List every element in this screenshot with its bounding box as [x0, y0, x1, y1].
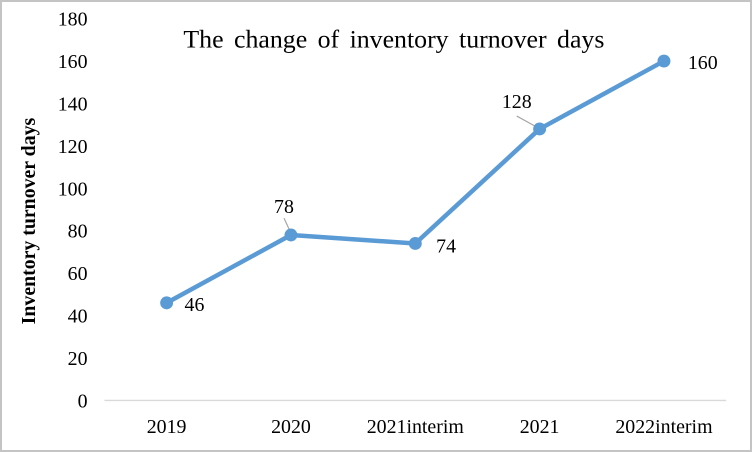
y-tick-label: 60 — [68, 263, 88, 285]
data-point-label: 160 — [688, 52, 718, 74]
y-tick-label: 80 — [68, 221, 88, 243]
y-tick-label: 0 — [78, 390, 88, 412]
x-axis-label: 2020 — [271, 416, 311, 438]
data-point-label: 128 — [502, 91, 532, 113]
data-point-marker — [408, 237, 422, 250]
x-axis-label: 2019 — [147, 416, 187, 438]
data-point-labels: 46 78 74 128 160 — [185, 52, 718, 316]
data-point-marker — [657, 54, 671, 68]
x-axis-label: 2021 — [520, 416, 560, 438]
y-tick-label: 120 — [58, 136, 88, 158]
data-point-marker — [160, 296, 174, 310]
y-tick-label: 180 — [58, 9, 88, 31]
data-point-marker — [284, 228, 298, 242]
data-point-marker — [533, 122, 547, 136]
data-point-markers — [160, 54, 671, 310]
leader-lines — [283, 115, 537, 232]
x-axis-label: 2022interim — [615, 416, 713, 438]
y-tick-label: 140 — [58, 93, 88, 115]
y-tick-label: 160 — [58, 51, 88, 73]
data-point-label: 78 — [274, 196, 294, 218]
x-axis-label: 2021interim — [367, 416, 465, 438]
leader-line — [516, 115, 537, 128]
y-axis-title: Inventory turnover days — [18, 118, 40, 325]
chart-title: The change of inventory turnover days — [183, 25, 604, 54]
data-line — [164, 58, 667, 306]
x-axis-labels: 2019 2020 2021interim 2021 2022interim — [147, 416, 713, 438]
y-tick-label: 20 — [68, 348, 88, 370]
y-tick-label: 100 — [58, 178, 88, 200]
data-point-label: 46 — [185, 294, 205, 316]
y-tick-label: 40 — [68, 306, 88, 328]
data-point-label: 74 — [436, 235, 456, 257]
y-axis-tick-labels: 0 20 40 60 80 100 120 140 160 180 — [58, 9, 88, 413]
